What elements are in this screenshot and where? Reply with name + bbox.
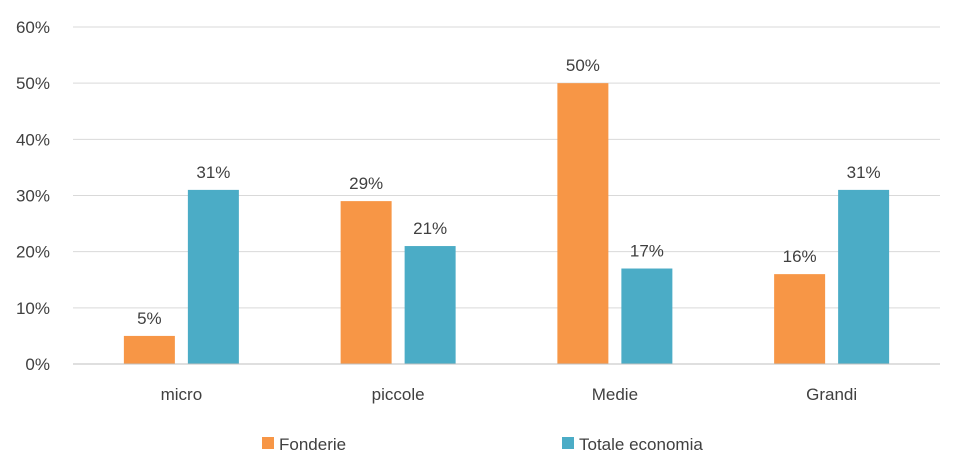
y-tick-label: 0% <box>25 355 50 374</box>
legend-swatch <box>262 437 274 449</box>
data-label: 31% <box>196 163 230 182</box>
bar-fonderie-micro <box>123 335 175 364</box>
y-tick-label: 10% <box>16 299 50 318</box>
bars <box>123 83 890 365</box>
y-tick-label: 30% <box>16 187 50 206</box>
legend-swatch <box>562 437 574 449</box>
legend-item: Fonderie <box>262 435 346 454</box>
category-label: Medie <box>592 385 638 404</box>
bar-totale-economia-medie <box>621 268 673 364</box>
y-axis-tick-labels: 0% 10% 20% 30% 40% 50% 60% <box>16 18 50 374</box>
y-tick-label: 50% <box>16 74 50 93</box>
x-axis-category-labels: micro piccole Medie Grandi <box>161 385 858 404</box>
y-tick-label: 40% <box>16 130 50 149</box>
y-tick-label: 60% <box>16 18 50 37</box>
data-label: 31% <box>847 163 881 182</box>
category-label: Grandi <box>806 385 857 404</box>
category-label: micro <box>161 385 203 404</box>
data-label: 50% <box>566 56 600 75</box>
bar-totale-economia-grandi <box>838 189 890 364</box>
data-label: 29% <box>349 174 383 193</box>
data-label: 5% <box>137 309 162 328</box>
data-label: 21% <box>413 219 447 238</box>
category-label: piccole <box>372 385 425 404</box>
bar-totale-economia-piccole <box>404 246 456 364</box>
data-label: 17% <box>630 242 664 261</box>
legend-item: Totale economia <box>562 435 703 454</box>
bar-fonderie-piccole <box>340 201 392 364</box>
legend-label: Fonderie <box>279 435 346 454</box>
data-labels: 5% 31% 29% 21% 50% 17% 16% 31% <box>137 56 881 328</box>
data-label: 16% <box>783 247 817 266</box>
legend: Fonderie Totale economia <box>262 435 703 454</box>
bar-totale-economia-micro <box>187 189 239 364</box>
bar-fonderie-grandi <box>774 274 826 364</box>
y-tick-label: 20% <box>16 243 50 262</box>
bar-fonderie-medie <box>557 83 609 365</box>
legend-label: Totale economia <box>579 435 703 454</box>
